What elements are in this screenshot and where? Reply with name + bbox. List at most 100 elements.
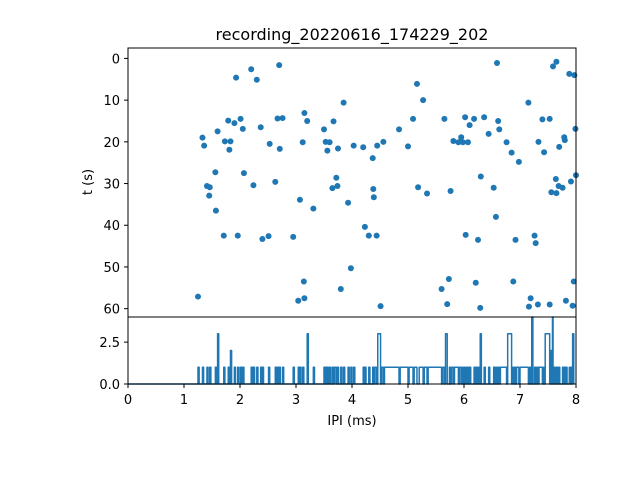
scatter-point-88 <box>477 304 484 311</box>
scatter-point-80 <box>459 139 466 146</box>
histogram-y-tick-label-1: 2.5 <box>99 336 120 351</box>
y-tick-label-4: 40 <box>103 219 120 234</box>
scatter-point-15 <box>233 74 240 81</box>
scatter-point-129 <box>572 125 579 132</box>
scatter-point-50 <box>337 286 344 293</box>
scatter-point-109 <box>539 116 546 123</box>
scatter-point-56 <box>361 223 368 230</box>
scatter-point-33 <box>295 297 302 304</box>
scatter-point-115 <box>552 175 559 182</box>
scatter-point-62 <box>374 142 381 149</box>
x-axis-label: IPI (ms) <box>327 414 376 429</box>
scatter-point-96 <box>496 126 503 133</box>
x-tick-label-2: 2 <box>236 393 244 408</box>
scatter-point-69 <box>415 184 422 191</box>
scatter-point-25 <box>265 233 272 240</box>
scatter-point-67 <box>410 115 417 122</box>
scatter-point-13 <box>227 138 234 145</box>
scatter-point-105 <box>531 232 538 239</box>
scatter-point-22 <box>253 76 260 83</box>
scatter-point-95 <box>495 117 502 124</box>
scatter-point-65 <box>396 126 403 133</box>
scatter-point-70 <box>420 97 427 104</box>
scatter-point-85 <box>471 115 478 122</box>
scatter-point-89 <box>477 173 484 180</box>
histogram-y-axis-ticks: 0.0 2.5 <box>99 336 128 393</box>
x-axis-ticks: 0 1 2 3 4 5 6 7 8 <box>124 384 580 408</box>
scatter-point-9 <box>220 232 227 239</box>
scatter-point-31 <box>279 115 286 122</box>
scatter-point-107 <box>534 301 541 308</box>
scatter-point-113 <box>548 189 555 196</box>
scatter-point-29 <box>276 62 283 69</box>
scatter-point-12 <box>226 146 233 153</box>
histogram-y-tick-label-0: 0.0 <box>99 378 120 393</box>
scatter-point-55 <box>360 144 367 151</box>
scatter-point-111 <box>546 301 553 308</box>
scatter-point-1 <box>199 134 206 141</box>
scatter-point-90 <box>481 114 488 121</box>
scatter-point-0 <box>195 293 201 300</box>
y-axis-ticks: 0 10 20 30 40 50 60 <box>103 52 128 318</box>
scatter-point-71 <box>424 190 431 197</box>
scatter-point-24 <box>259 236 266 243</box>
y-tick-label-0: 0 <box>112 52 120 67</box>
scatter-point-83 <box>464 139 471 146</box>
scatter-point-110 <box>541 149 548 156</box>
scatter-point-101 <box>515 158 522 165</box>
scatter-point-91 <box>485 130 492 137</box>
scatter-point-19 <box>240 170 247 177</box>
scatter-point-49 <box>335 145 341 152</box>
scatter-point-11 <box>225 117 232 124</box>
histogram-axes-frame <box>127 316 577 385</box>
scatter-point-120 <box>559 184 566 191</box>
scatter-point-78 <box>455 139 462 146</box>
x-tick-label-6: 6 <box>460 393 468 408</box>
scatter-axes: 0 10 20 30 40 50 60 t (s) <box>81 47 579 318</box>
scatter-point-40 <box>310 205 317 212</box>
scatter-points <box>195 58 579 311</box>
scatter-point-125 <box>567 178 574 185</box>
scatter-point-94 <box>494 60 501 67</box>
scatter-point-10 <box>221 138 228 145</box>
scatter-point-93 <box>492 213 499 220</box>
x-tick-label-4: 4 <box>348 393 356 408</box>
x-tick-label-5: 5 <box>404 393 412 408</box>
scatter-point-39 <box>304 117 311 124</box>
scatter-point-59 <box>370 185 377 192</box>
x-tick-label-0: 0 <box>124 393 132 408</box>
scatter-point-60 <box>370 194 377 201</box>
scatter-point-106 <box>532 240 539 247</box>
scatter-point-23 <box>257 124 264 131</box>
scatter-point-48 <box>334 183 341 190</box>
scatter-point-98 <box>508 149 515 156</box>
scatter-point-64 <box>380 138 387 145</box>
y-tick-label-2: 20 <box>103 136 120 151</box>
scatter-point-30 <box>276 145 283 152</box>
scatter-point-27 <box>272 178 279 185</box>
scatter-point-35 <box>299 139 306 146</box>
scatter-point-57 <box>365 232 372 239</box>
scatter-point-17 <box>237 115 244 122</box>
scatter-point-87 <box>475 236 481 243</box>
scatter-point-108 <box>535 138 542 145</box>
scatter-point-86 <box>472 279 479 286</box>
scatter-point-124 <box>566 70 573 77</box>
scatter-point-73 <box>441 115 448 122</box>
scatter-point-34 <box>296 196 303 203</box>
scatter-point-126 <box>569 302 576 309</box>
scatter-point-6 <box>212 169 219 176</box>
scatter-point-26 <box>266 140 273 147</box>
scatter-point-41 <box>321 126 327 133</box>
scatter-point-119 <box>556 143 563 150</box>
scatter-point-2 <box>201 142 208 149</box>
chart-title: recording_20220616_174229_202 <box>216 25 489 45</box>
y-tick-label-5: 50 <box>103 261 120 276</box>
y-tick-label-1: 10 <box>103 94 120 109</box>
scatter-point-123 <box>562 297 569 304</box>
scatter-point-99 <box>510 278 517 285</box>
scatter-point-127 <box>570 278 577 285</box>
scatter-point-44 <box>326 139 333 146</box>
